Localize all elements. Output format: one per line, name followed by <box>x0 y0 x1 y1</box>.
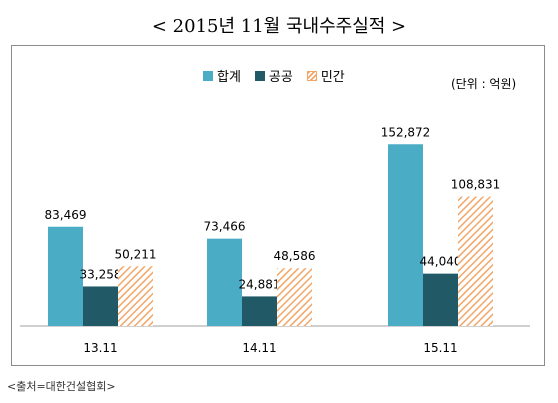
category-label-1: 14.11 <box>242 341 276 355</box>
source-note: <출처=대한건설협회> <box>7 380 116 393</box>
legend-label-total: 합계 <box>217 70 241 85</box>
value-label-total-1: 73,466 <box>204 220 246 234</box>
legend-item-private: 민간 <box>306 66 345 85</box>
bar-private-0 <box>118 266 153 326</box>
unit-label: (단위 : 억원) <box>451 77 517 91</box>
bar-private-1 <box>277 268 312 326</box>
bar-total-2 <box>388 144 423 326</box>
value-label-private-1: 48,586 <box>274 249 316 263</box>
value-label-total-2: 152,872 <box>381 125 431 139</box>
value-label-total-0: 83,469 <box>45 208 87 222</box>
legend-swatch-private <box>306 70 317 81</box>
legend-label-public: 공공 <box>268 70 293 85</box>
value-label-public-0: 33,258 <box>80 267 122 281</box>
bar-public-0 <box>83 286 118 326</box>
legend-item-public: 공공 <box>254 66 293 85</box>
bar-private-2 <box>458 196 493 326</box>
category-label-0: 13.11 <box>83 341 117 355</box>
value-label-private-0: 50,211 <box>115 247 157 261</box>
legend-swatch-total <box>203 70 213 81</box>
value-label-private-2: 108,831 <box>451 178 501 192</box>
bar-public-1 <box>242 296 277 326</box>
bar-public-2 <box>423 273 458 326</box>
value-label-public-1: 24,881 <box>239 277 281 291</box>
legend-swatch-public <box>254 70 265 81</box>
chart-frame <box>11 45 545 366</box>
legend: 합계 공공 민간 <box>203 66 359 85</box>
legend-item-total: 합계 <box>203 66 241 85</box>
chart-title: < 2015년 11월 국내수주실적 > <box>151 16 407 37</box>
legend-label-private: 민간 <box>320 70 345 85</box>
bar-total-1 <box>207 238 242 326</box>
category-label-2: 15.11 <box>423 341 457 355</box>
value-label-public-2: 44,040 <box>420 255 462 269</box>
bar-total-0 <box>48 226 83 326</box>
